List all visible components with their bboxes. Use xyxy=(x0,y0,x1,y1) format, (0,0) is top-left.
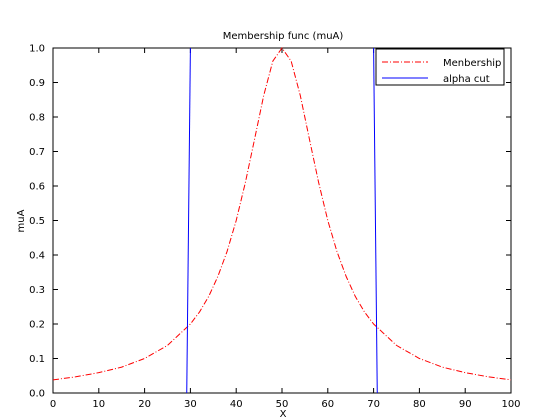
y-tick-label: 0.2 xyxy=(29,320,45,331)
series-line-alpha-cut xyxy=(186,47,191,394)
y-tick-label: 0.6 xyxy=(29,182,45,193)
y-tick-label: 0.3 xyxy=(29,285,45,296)
y-tick-label: 0.8 xyxy=(29,113,45,124)
chart-title: Membership func (muA) xyxy=(223,31,344,42)
y-tick-label: 0.1 xyxy=(29,354,45,365)
x-tick-label: 80 xyxy=(413,399,426,410)
series-layer xyxy=(52,47,512,394)
y-tick-label: 1.0 xyxy=(29,44,45,55)
x-tick-label: 10 xyxy=(92,399,105,410)
legend-label-membership: Menbership xyxy=(443,58,501,69)
series-line-menbership xyxy=(52,47,512,381)
y-tick-label: 0.4 xyxy=(29,251,45,262)
y-axis: 0.0 0.1 0.2 0.3 0.4 0.5 0.6 0.7 0.8 0.9 1.0 xyxy=(29,44,511,400)
x-tick-label: 20 xyxy=(138,399,151,410)
x-tick-label: 40 xyxy=(230,399,243,410)
y-tick-label: 0.9 xyxy=(29,78,45,89)
x-tick-label: 90 xyxy=(459,399,472,410)
y-tick-label: 0.7 xyxy=(29,147,45,158)
legend-box xyxy=(375,48,505,86)
y-tick-label: 0.5 xyxy=(29,216,45,227)
y-axis-title: muA xyxy=(16,209,27,232)
x-tick-label: 100 xyxy=(501,399,520,410)
y-tick-label: 0.0 xyxy=(29,389,45,400)
x-axis-title: X xyxy=(280,409,287,418)
series-line-alpha-cut xyxy=(373,47,378,394)
legend: Menbership alpha cut xyxy=(375,48,505,86)
x-tick-label: 50 xyxy=(276,399,289,410)
x-tick-label: 60 xyxy=(321,399,334,410)
x-tick-label: 70 xyxy=(367,399,380,410)
x-tick-label: 0 xyxy=(50,399,56,410)
x-tick-label: 30 xyxy=(184,399,197,410)
legend-label-alpha-cut: alpha cut xyxy=(443,74,490,85)
